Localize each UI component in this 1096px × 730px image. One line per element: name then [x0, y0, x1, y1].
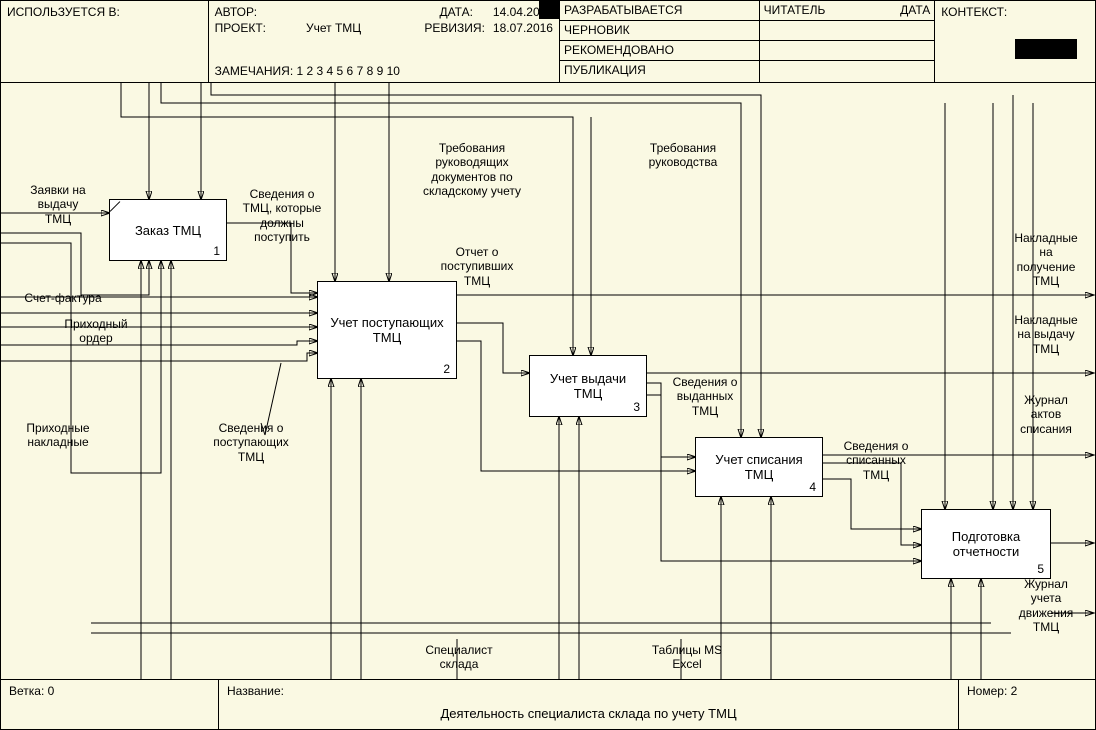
notes-label: ЗАМЕЧАНИЯ:: [215, 64, 294, 78]
author-label: АВТОР:: [215, 5, 257, 19]
flow-label-5: Сведения о поступающих ТМЦ: [211, 421, 291, 464]
flow-label-1: Счет-фактура: [23, 291, 103, 305]
date-label: ДАТА:: [439, 5, 472, 19]
developing-label: РАЗРАБАТЫВАЕТСЯ: [564, 3, 682, 18]
flow-label-9: Сведения о выданных ТМЦ: [669, 375, 741, 418]
reader-label: ЧИТАТЕЛЬ: [764, 3, 826, 18]
flow-label-6: Требования руководящих документов по скл…: [417, 141, 527, 199]
flow-label-2: Приходный ордер: [61, 317, 131, 346]
flow-label-8: Требования руководства: [643, 141, 723, 170]
activity-box-3: Учет выдачи ТМЦ3: [529, 355, 647, 417]
flow-label-12: Накладные на выдачу ТМЦ: [1011, 313, 1081, 356]
flow-label-16: Таблицы MS Excel: [647, 643, 727, 672]
flow-label-4: Сведения о ТМЦ, которые должны поступить: [237, 187, 327, 245]
flow-label-14: Журнал учета движения ТМЦ: [1011, 577, 1081, 635]
project-val: Учет ТМЦ: [306, 21, 361, 35]
number-label: Номер:: [967, 684, 1007, 698]
reader-date-label: ДАТА: [900, 3, 930, 18]
project-label: ПРОЕКТ:: [215, 21, 266, 35]
used-in-label: ИСПОЛЬЗУЕТСЯ В:: [7, 5, 120, 19]
number-val: 2: [1011, 684, 1018, 698]
flow-label-7: Отчет о поступивших ТМЦ: [437, 245, 517, 288]
revision-label: РЕВИЗИЯ:: [424, 21, 485, 35]
branch-label: Ветка:: [9, 684, 44, 698]
context-label: КОНТЕКСТ:: [941, 5, 1007, 19]
recommended-label: РЕКОМЕНДОВАНО: [564, 43, 674, 58]
activity-box-4: Учет списания ТМЦ4: [695, 437, 823, 497]
publication-label: ПУБЛИКАЦИЯ: [564, 63, 646, 79]
flow-label-3: Приходные накладные: [23, 421, 93, 450]
revision-val: 18.07.2016: [493, 21, 553, 35]
flow-label-11: Накладные на получение ТМЦ: [1011, 231, 1081, 289]
draft-label: ЧЕРНОВИК: [564, 23, 630, 38]
title-label: Название:: [227, 684, 284, 698]
branch-val: 0: [48, 684, 55, 698]
flow-label-15: Специалист склада: [419, 643, 499, 672]
activity-box-2: Учет поступающих ТМЦ2: [317, 281, 457, 379]
title-val: Деятельность специалиста склада по учету…: [440, 706, 736, 721]
flow-label-13: Журнал актов списания: [1011, 393, 1081, 436]
notes-val: 1 2 3 4 5 6 7 8 9 10: [297, 64, 400, 78]
flow-label-0: Заявки на выдачу ТМЦ: [23, 183, 93, 226]
activity-box-1: Заказ ТМЦ1: [109, 199, 227, 261]
flow-label-10: Сведения о списанных ТМЦ: [839, 439, 913, 482]
activity-box-5: Подготовка отчетности5: [921, 509, 1051, 579]
idef0-diagram: Заказ ТМЦ1 Учет поступающих ТМЦ2 Учет выда…: [1, 83, 1096, 679]
